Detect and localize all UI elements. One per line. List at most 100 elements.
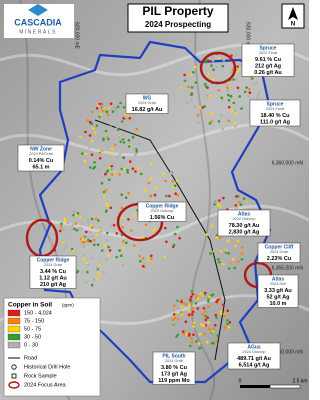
soil-dot [88, 134, 92, 137]
soil-dot [227, 99, 231, 102]
soil-dot [75, 229, 79, 232]
legend-symbol [8, 381, 20, 389]
soil-dot [227, 119, 230, 122]
soil-dot [233, 109, 237, 112]
soil-dot [92, 167, 95, 170]
soil-dot [226, 319, 229, 322]
soil-dot [193, 65, 197, 69]
callout-name: WG [143, 95, 152, 101]
soil-dot [256, 93, 260, 97]
soil-dot [113, 143, 117, 147]
soil-dot [86, 270, 89, 274]
soil-dot [80, 152, 84, 155]
soil-dot [198, 346, 201, 350]
soil-dot [211, 77, 215, 81]
soil-dot [198, 332, 202, 336]
callout-name: Spruce [260, 45, 277, 51]
soil-dot [185, 333, 188, 336]
soil-dot [226, 86, 229, 89]
soil-dot [131, 135, 135, 139]
soil-dot [187, 334, 191, 337]
legend-label: Road [24, 355, 37, 361]
soil-dot [98, 149, 101, 153]
soil-dot [142, 257, 145, 260]
soil-dot [227, 105, 231, 109]
soil-dot [209, 252, 212, 255]
northing-label: 6,360,000 mN [272, 160, 304, 166]
soil-dot [248, 87, 251, 91]
soil-dot [210, 217, 213, 220]
soil-dot [229, 95, 232, 98]
soil-dot [115, 255, 118, 259]
soil-dot [207, 321, 211, 324]
soil-dot [190, 290, 194, 293]
callout-line: 111.0 g/t Ag [260, 119, 290, 125]
easting-label: 630,000 mE [245, 22, 251, 50]
callout-box [152, 351, 196, 385]
map: CASCADIA MINERALS PIL Property 2024 Pros… [0, 0, 309, 400]
soil-dot [155, 186, 158, 190]
soil-dot [106, 231, 109, 235]
soil-dot [217, 203, 220, 206]
soil-dot [174, 192, 177, 195]
soil-dot [98, 263, 102, 267]
callout-type: 2024 Pit/Grab [29, 152, 52, 156]
soil-dot [235, 206, 238, 210]
soil-dot [240, 246, 244, 249]
soil-dot [89, 231, 92, 235]
soil-dot [83, 159, 87, 163]
soil-dot [232, 101, 236, 105]
soil-dot [248, 91, 252, 94]
callout-box [137, 201, 187, 222]
soil-dot [105, 170, 109, 174]
callout-name: Copper Ridge [37, 257, 70, 263]
callout-line: 210 g/t Ag [40, 282, 66, 288]
soil-dot [237, 260, 240, 263]
callout-line: 1.56% Cu [150, 215, 174, 221]
soil-dot [62, 227, 65, 230]
soil-dot [122, 117, 125, 120]
soil-dot [255, 96, 259, 100]
soil-dot [190, 99, 193, 102]
soil-dot [221, 253, 225, 257]
soil-dot [90, 257, 94, 260]
soil-dot [93, 243, 96, 246]
soil-dot [232, 254, 236, 258]
soil-dot [195, 115, 199, 118]
callout-box [249, 99, 301, 127]
soil-dot [107, 245, 110, 249]
soil-dot [225, 263, 228, 267]
soil-dot [102, 195, 106, 199]
soil-dot [171, 318, 175, 322]
soil-dot [107, 106, 111, 110]
soil-dot [110, 147, 114, 151]
soil-dot [216, 334, 219, 337]
soil-dot [81, 222, 84, 225]
soil-dot [194, 302, 198, 305]
callout-type: 2022 Float [259, 51, 278, 55]
soil-dot [178, 298, 181, 302]
soil-dot [204, 60, 207, 64]
scale-end: 2.5 km [292, 378, 307, 384]
soil-dot [173, 232, 177, 236]
soil-dot [76, 269, 80, 273]
soil-dot [204, 318, 208, 322]
soil-dot [245, 86, 248, 89]
soil-dot [116, 154, 120, 158]
subtitle: 2024 Prospecting [145, 20, 211, 29]
soil-dot [122, 141, 126, 144]
soil-dot [235, 78, 238, 81]
soil-dot [90, 235, 94, 238]
logo-sub: MINERALS [19, 29, 57, 35]
soil-dot [222, 196, 225, 200]
soil-dot [95, 233, 99, 236]
legend-symbol [11, 373, 17, 379]
soil-dot [207, 59, 211, 63]
soil-dot [202, 309, 205, 313]
soil-dot [190, 313, 194, 316]
callout-box [227, 342, 281, 370]
soil-dot [133, 153, 137, 157]
soil-dot [234, 124, 237, 128]
callout-line: 3.80 % Cu [161, 365, 187, 371]
soil-dot [236, 86, 240, 90]
